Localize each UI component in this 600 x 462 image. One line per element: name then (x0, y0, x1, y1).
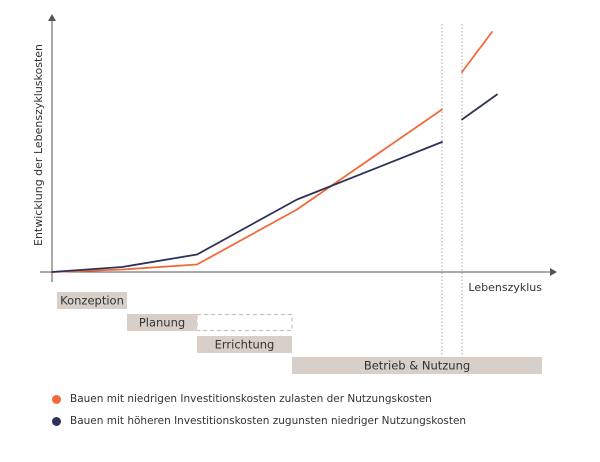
planning-dashed-extension (196, 313, 293, 332)
legend-item-high-investment: Bauen mit höheren Investitionskosten zug… (52, 410, 466, 432)
phase-label: Planung (139, 316, 185, 330)
phase-bar (292, 357, 542, 374)
phase-bar (57, 292, 127, 309)
phase-bar (127, 314, 197, 331)
phase-label: Betrieb & Nutzung (364, 359, 470, 373)
series-1-line-segment (461, 93, 498, 121)
legend-label: Bauen mit höheren Investitionskosten zug… (70, 415, 467, 427)
legend-item-low-investment: Bauen mit niedrigen Investitionskosten z… (52, 388, 466, 410)
series-0-line-segment (51, 108, 443, 273)
legend: Bauen mit niedrigen Investitionskosten z… (52, 388, 466, 432)
phase-label: Errichtung (215, 338, 275, 352)
legend-dot-orange-icon (52, 394, 61, 404)
phase-label: Konzeption (60, 294, 124, 308)
legend-label: Bauen mit niedrigen Investitionskosten z… (70, 393, 432, 405)
phase-bar (197, 336, 292, 353)
series-0-line-segment (461, 31, 493, 73)
x-axis-label: Lebenszyklus (468, 281, 542, 294)
y-axis-label: Entwicklung der Lebenszykluskosten (32, 44, 45, 246)
legend-dot-navy-icon (52, 416, 61, 426)
series-1-line-segment (51, 141, 443, 273)
